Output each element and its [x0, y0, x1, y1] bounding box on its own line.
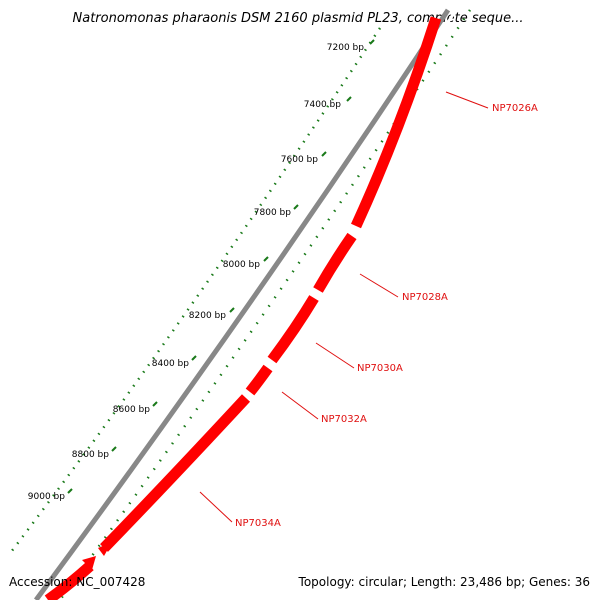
gene-segment-np7026a[interactable] [350, 16, 442, 229]
gene-label-np7030a[interactable]: NP7030A [357, 363, 403, 374]
tick-label: 7200 bp [327, 43, 364, 53]
gene-leader-line [315, 342, 355, 369]
tick-mark [369, 39, 375, 45]
gene-label-np7028a[interactable]: NP7028A [402, 292, 448, 303]
gene-arrowhead [98, 542, 112, 556]
gene-leaders [199, 91, 489, 523]
tick-label: 7600 bp [281, 155, 318, 165]
gene-labels: NP7026A NP7028A NP7030A NP7032A NP7034A [235, 103, 538, 529]
tick-label: 8400 bp [152, 359, 189, 369]
gene-arrowhead [82, 556, 96, 570]
tick-mark [111, 446, 117, 452]
gene-segment-np7028a[interactable] [313, 232, 357, 293]
tick-mark [321, 151, 327, 157]
gene-segments [44, 16, 442, 600]
gene-label-np7034a[interactable]: NP7034A [235, 518, 281, 529]
tick-label: 9000 bp [28, 492, 65, 502]
gene-segment-next[interactable] [44, 561, 94, 600]
tick-label: 8000 bp [223, 260, 260, 270]
gene-segment-np7030a[interactable] [267, 295, 319, 364]
gene-leader-line [281, 391, 319, 420]
gene-leader-line [199, 491, 233, 523]
tick-label: 8600 bp [113, 405, 150, 415]
tick-label: 7800 bp [254, 208, 291, 218]
gene-leader-line [445, 91, 489, 109]
tick-label: 8800 bp [72, 450, 109, 460]
tick-mark [293, 204, 299, 210]
gene-leader-line [359, 273, 399, 298]
tick-mark [229, 307, 235, 313]
backbone-arc [33, 8, 451, 600]
tick-mark [346, 96, 352, 102]
tick-label: 8200 bp [189, 311, 226, 321]
accession-label: Accession: NC_007428 [9, 575, 145, 589]
tick-mark [191, 355, 197, 361]
gene-label-np7026a[interactable]: NP7026A [492, 103, 538, 114]
gene-label-np7032a[interactable]: NP7032A [321, 414, 367, 425]
backbone-gap [46, 9, 458, 600]
tick-mark [67, 488, 73, 494]
map-title: Natronomonas pharaonis DSM 2160 plasmid … [73, 11, 524, 26]
tick-mark [152, 401, 158, 407]
position-ticks: 7200 bp 7400 bp 7600 bp 7800 bp 8000 bp … [28, 39, 375, 502]
tick-label: 7400 bp [304, 100, 341, 110]
tick-mark [263, 256, 269, 262]
topology-summary: Topology: circular; Length: 23,486 bp; G… [298, 575, 590, 589]
gene-segment-np7032a[interactable] [245, 364, 273, 396]
gene-segment-np7034a[interactable] [100, 394, 251, 552]
